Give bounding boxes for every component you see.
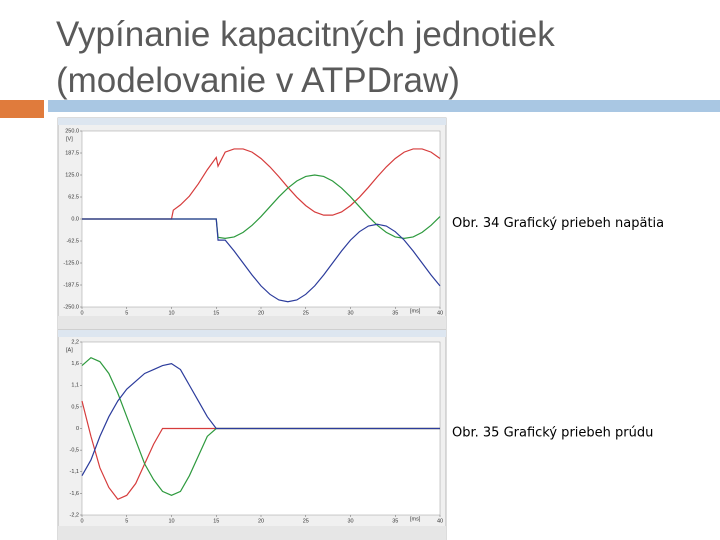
series-line	[82, 218, 441, 303]
x-tick-label: 10	[168, 310, 174, 316]
slide-title: (modelovanie v ATPDraw)	[56, 61, 460, 100]
y-tick-label: -1,1	[70, 469, 79, 475]
y-tick-label: 250.0	[65, 128, 79, 134]
x-tick-label: 35	[392, 310, 398, 316]
y-tick-label: -125.0	[63, 260, 79, 266]
y-tick-label: 2,2	[71, 339, 79, 345]
y-axis-label: [V]	[66, 136, 73, 142]
y-tick-label: 0	[76, 426, 79, 432]
x-tick-label: 25	[303, 310, 309, 316]
caption: Obr. 34 Grafický priebeh napätia	[452, 216, 664, 231]
x-tick-label: 30	[347, 518, 353, 524]
x-tick-label: 5	[125, 310, 128, 316]
window-statusbar	[58, 526, 446, 540]
window-statusbar	[58, 316, 446, 330]
x-tick-label: 0	[80, 310, 83, 316]
y-tick-label: 1,1	[71, 383, 79, 389]
charts: 250.0 187.5 125.0 62.5 0.0 -62.5 -125.0 -187.5 -…	[57, 117, 447, 540]
y-tick-label: -250.0	[63, 304, 79, 310]
y-tick-label: 0.0	[71, 216, 79, 222]
x-tick-label: 40	[437, 310, 443, 316]
y-tick-label: 1,6	[71, 361, 79, 367]
y-tick-label: 187.5	[65, 150, 79, 156]
x-tick-label: 10	[168, 518, 174, 524]
caption: Obr. 35 Grafický priebeh prúdu	[452, 426, 653, 441]
x-tick-label: 35	[392, 518, 398, 524]
window-titlebar	[58, 330, 446, 337]
x-tick-label: 0	[80, 518, 83, 524]
y-tick-label: 125.0	[65, 172, 79, 178]
y-tick-label: -2,2	[70, 512, 79, 518]
y-tick-label: -1,6	[70, 491, 79, 497]
x-tick-label: 40	[437, 518, 443, 524]
y-axis-label: [A]	[66, 347, 73, 353]
y-tick-label: -0,5	[70, 448, 79, 454]
y-tick-label: 62.5	[68, 194, 79, 200]
x-tick-label: 5	[125, 518, 128, 524]
accent-bar	[0, 100, 44, 118]
accent-bar	[48, 100, 720, 112]
slide-title: Vypínanie kapacitných jednotiek	[56, 15, 555, 54]
series-line	[81, 362, 440, 476]
x-tick-label: 20	[258, 518, 264, 524]
x-tick-label: 15	[213, 310, 219, 316]
x-tick-label: 30	[347, 310, 353, 316]
x-tick-label: 15	[213, 518, 219, 524]
x-axis-label: [ms]	[410, 308, 421, 314]
x-tick-label: 20	[258, 310, 264, 316]
y-tick-label: -62.5	[66, 238, 79, 244]
y-tick-label: 0,5	[71, 404, 79, 410]
window-titlebar	[58, 118, 446, 125]
x-axis-label: [ms]	[410, 516, 421, 522]
x-tick-label: 25	[303, 518, 309, 524]
y-tick-label: -187.5	[63, 282, 79, 288]
